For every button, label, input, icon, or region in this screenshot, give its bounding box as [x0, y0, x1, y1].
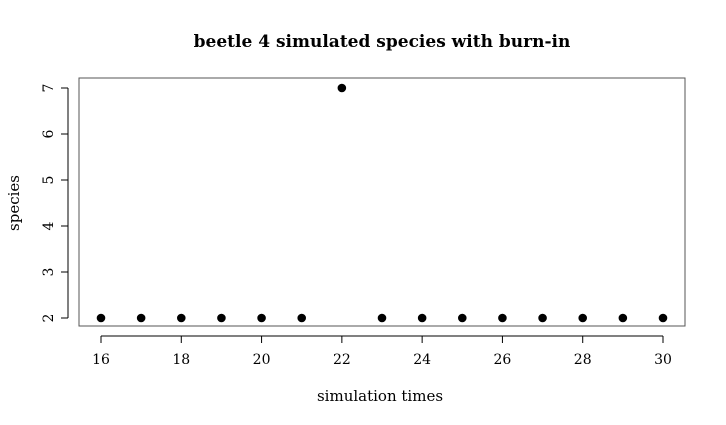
y-axis-label: species: [5, 175, 23, 231]
y-tick-label: 3: [41, 268, 57, 277]
data-point: [136, 313, 146, 323]
data-point: [538, 313, 547, 323]
x-tick-label: 24: [413, 352, 431, 368]
plot-frame: [78, 77, 686, 327]
data-point: [457, 313, 467, 323]
data-point: [337, 83, 347, 93]
data-point: [498, 313, 507, 323]
data-point: [96, 313, 106, 323]
x-tick-label: 20: [253, 352, 271, 368]
data-point: [618, 313, 628, 323]
x-axis: 16 18 20 22 24 26 28 30: [92, 335, 672, 368]
y-tick-label: 7: [41, 84, 57, 93]
data-point: [297, 313, 307, 323]
data-point: [417, 313, 427, 323]
data-point: [578, 313, 588, 323]
y-tick-label: 6: [41, 129, 57, 138]
data-point: [176, 313, 186, 323]
data-point: [377, 313, 387, 323]
y-tick-label: 2: [41, 314, 57, 323]
y-axis: 2 3 4 5 6 7: [41, 84, 69, 323]
x-tick-label: 26: [494, 352, 512, 368]
x-tick-label: 18: [172, 352, 190, 368]
y-tick-label: 5: [41, 176, 57, 185]
x-tick-label: 16: [92, 352, 110, 368]
data-point: [217, 313, 226, 323]
data-point: [658, 313, 668, 323]
x-axis-label: simulation times: [317, 387, 443, 405]
chart-title: beetle 4 simulated species with burn-in: [194, 32, 571, 52]
data-point: [257, 313, 266, 323]
x-tick-label: 30: [654, 352, 672, 368]
x-tick-label: 28: [574, 352, 592, 368]
x-tick-label: 22: [333, 352, 351, 368]
y-tick-label: 4: [41, 221, 57, 230]
data-points: [96, 83, 668, 323]
